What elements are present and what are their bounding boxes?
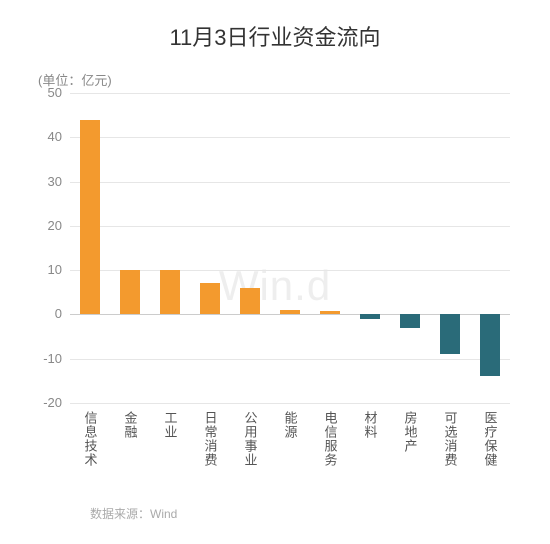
- x-category-label: 日常消费: [201, 411, 220, 467]
- y-tick-label: 30: [30, 174, 62, 189]
- y-tick-label: 50: [30, 85, 62, 100]
- x-category-label: 房地产: [401, 411, 420, 453]
- chart-container: 11月3日行业资金流向 (单位：亿元) Win.d -20-1001020304…: [0, 0, 550, 544]
- y-tick-label: -20: [30, 395, 62, 410]
- gridline: [70, 93, 510, 94]
- y-tick-label: 10: [30, 262, 62, 277]
- gridline: [70, 359, 510, 360]
- x-category-label: 可选消费: [441, 411, 460, 467]
- y-tick-label: -10: [30, 351, 62, 366]
- x-category-label: 信息技术: [81, 411, 100, 467]
- bar: [400, 314, 420, 327]
- x-category-label: 公用事业: [241, 411, 260, 467]
- bar: [360, 314, 380, 318]
- bar: [320, 311, 340, 314]
- bar: [480, 314, 500, 376]
- x-category-label: 电信服务: [321, 411, 340, 467]
- bar: [120, 270, 140, 314]
- source-label: 数据来源：Wind: [90, 505, 177, 522]
- x-category-label: 医疗保健: [481, 411, 500, 467]
- y-tick-label: 0: [30, 306, 62, 321]
- gridline: [70, 226, 510, 227]
- unit-label: (单位：亿元): [38, 70, 520, 89]
- x-category-label: 金融: [121, 411, 140, 439]
- gridline: [70, 403, 510, 404]
- chart-title: 11月3日行业资金流向: [30, 20, 520, 52]
- y-tick-label: 40: [30, 129, 62, 144]
- bar: [280, 310, 300, 314]
- x-category-label: 工业: [161, 411, 180, 439]
- bar: [80, 120, 100, 315]
- bar: [240, 288, 260, 315]
- plot-area: [70, 93, 510, 403]
- gridline: [70, 137, 510, 138]
- x-category-label: 能源: [281, 411, 300, 439]
- bar: [440, 314, 460, 354]
- x-category-label: 材料: [361, 411, 380, 439]
- chart-area: Win.d -20-1001020304050信息技术金融工业日常消费公用事业能…: [30, 93, 520, 493]
- gridline: [70, 182, 510, 183]
- bar: [160, 270, 180, 314]
- y-tick-label: 20: [30, 218, 62, 233]
- bar: [200, 283, 220, 314]
